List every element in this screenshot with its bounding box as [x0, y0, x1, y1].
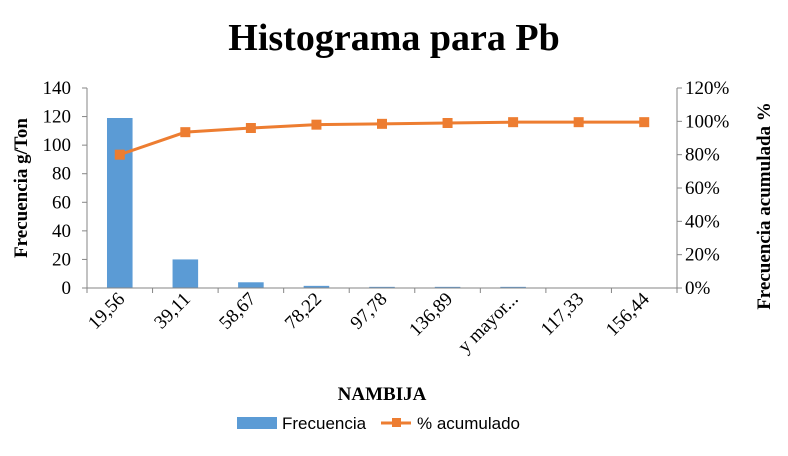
y2-tick-label: 100% [685, 111, 730, 132]
chart-title: Histograma para Pb [228, 17, 559, 59]
cumulative-point [508, 117, 519, 128]
cumulative-point [180, 127, 191, 138]
y2-tick-label: 20% [685, 245, 720, 266]
x-tick-label: y mayor... [454, 289, 523, 358]
y2-tick-label: 40% [685, 211, 720, 232]
bar [500, 286, 526, 288]
x-axis-title: NAMBIJA [338, 384, 427, 405]
cumulative-point [114, 149, 125, 160]
legend-marker-acumulado [392, 418, 401, 427]
y2-tick-label: 120% [685, 78, 730, 99]
bars-layer [106, 118, 526, 288]
legend: Frecuencia % acumulado [237, 414, 520, 433]
y2-tick-label: 60% [685, 178, 720, 199]
y-tick-label: 40 [52, 221, 71, 242]
bar [434, 286, 461, 288]
bar [369, 286, 395, 288]
y-tick-label: 120 [43, 107, 72, 128]
y2-tick-label: 0% [685, 278, 711, 299]
legend-swatch-frecuencia [237, 417, 277, 429]
x-tick-label: 58,67 [215, 289, 260, 334]
cumulative-point [311, 119, 322, 130]
y-tick-label: 60 [52, 192, 71, 213]
x-tick-label: 136,89 [405, 289, 457, 341]
bar [106, 118, 133, 288]
y-tick-label: 20 [52, 249, 71, 270]
legend-label-acumulado: % acumulado [417, 414, 520, 433]
cumulative-point [639, 117, 650, 128]
y-axis-title: Frecuencia g/Ton [11, 118, 32, 258]
y2-axis-title: Frecuencia acumulada % [754, 102, 775, 310]
y-tick-label: 100 [43, 135, 72, 156]
bar [303, 285, 330, 288]
cumulative-point [573, 117, 584, 128]
cumulative-point [442, 118, 453, 128]
x-tick-label: 19,56 [84, 289, 129, 334]
x-tick-label: 97,78 [346, 289, 391, 334]
cumulative-point [377, 118, 387, 129]
y2-tick-label: 80% [685, 145, 720, 166]
y-tick-label: 140 [43, 78, 72, 99]
bar [172, 259, 199, 288]
bar [238, 282, 264, 288]
cumulative-point [245, 123, 256, 133]
x-tick-label: 156,44 [602, 288, 654, 340]
y-tick-label: 0 [62, 278, 72, 299]
x-tick-label: 117,33 [537, 289, 588, 340]
x-tick-label: 39,11 [150, 289, 195, 334]
legend-label-frecuencia: Frecuencia [282, 414, 367, 433]
axes-layer [82, 87, 682, 293]
y-tick-label: 80 [52, 164, 71, 185]
x-tick-label: 78,22 [281, 289, 326, 334]
line-layer [114, 117, 650, 160]
